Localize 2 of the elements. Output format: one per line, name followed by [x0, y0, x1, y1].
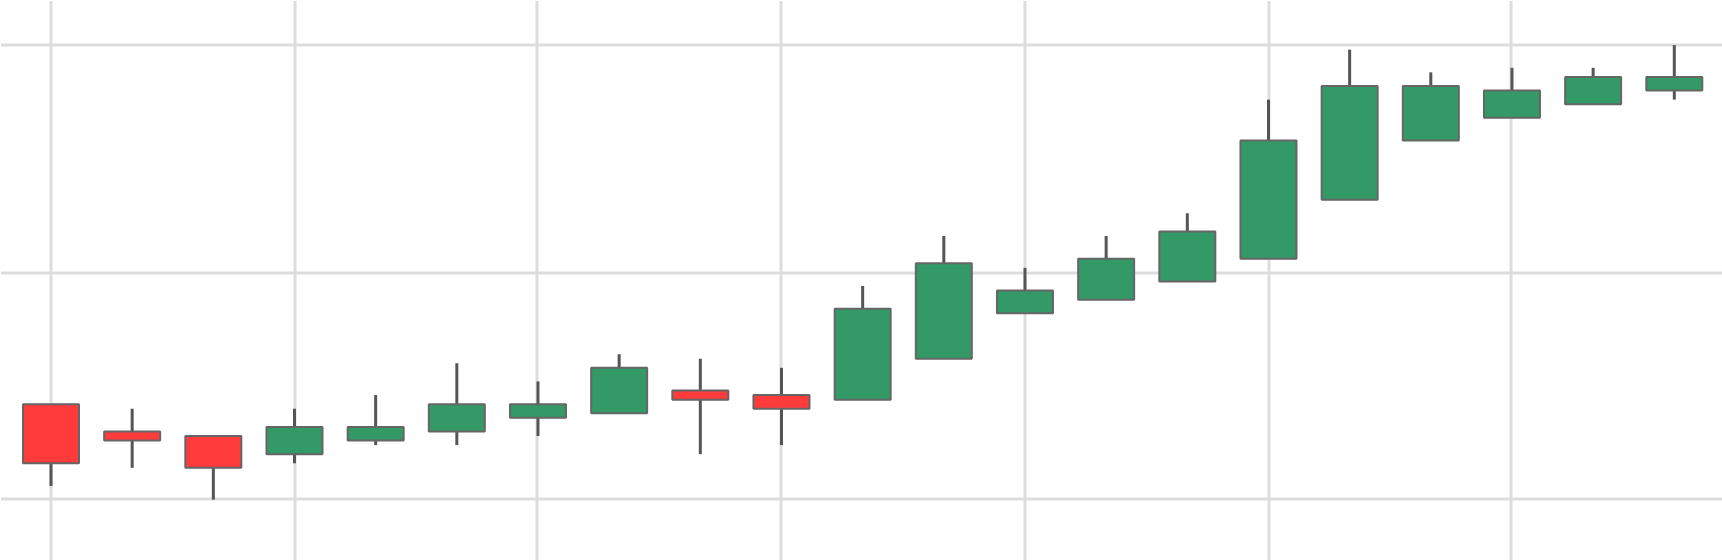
candlestick — [671, 357, 730, 456]
candlestick — [103, 407, 162, 470]
